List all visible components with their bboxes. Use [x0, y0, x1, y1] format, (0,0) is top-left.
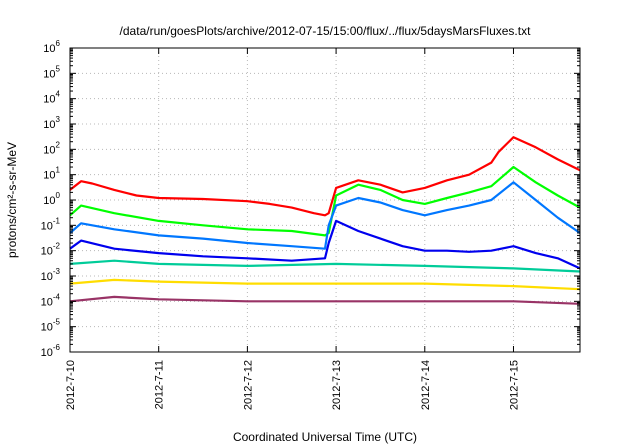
y-tick-label: 100	[43, 191, 60, 207]
series-line	[69, 259, 581, 273]
y-tick-label: 103	[43, 115, 60, 131]
x-tick-label: 2012-7-13	[331, 360, 343, 410]
y-tick-label: 10-2	[41, 242, 61, 258]
series-line	[69, 165, 581, 237]
series-line	[69, 136, 581, 217]
y-tick-label: 10-1	[41, 216, 61, 232]
y-tick-label: 104	[43, 90, 60, 106]
y-tick-label: 10-6	[41, 343, 61, 359]
series-line	[69, 295, 581, 305]
series-line	[69, 181, 581, 250]
y-tick-label: 106	[43, 39, 60, 55]
ticks: 10-6 10-5 10-4 10-3 10-2 10-1 100 101 102 103 104 1…	[41, 39, 580, 410]
series-layer	[69, 136, 581, 305]
x-tick-label: 2012-7-14	[420, 360, 432, 410]
x-axis-label: Coordinated Universal Time (UTC)	[233, 430, 417, 444]
series-line	[69, 278, 581, 291]
series-line	[69, 219, 581, 270]
y-tick-label: 105	[43, 64, 60, 80]
y-axis-label: protons/cm²-s-sr-MeV	[5, 142, 19, 258]
chart-title: /data/run/goesPlots/archive/2012-07-15/1…	[120, 24, 532, 38]
y-tick-label: 10-4	[41, 292, 61, 308]
grid	[70, 48, 580, 352]
x-tick-label: 2012-7-12	[242, 360, 254, 410]
x-tick-label: 2012-7-15	[508, 360, 520, 410]
y-tick-label: 10-3	[41, 267, 61, 283]
y-tick-label: 101	[43, 166, 60, 182]
x-tick-label: 2012-7-11	[154, 360, 166, 409]
y-tick-label: 102	[43, 140, 60, 156]
x-tick-label: 2012-7-10	[65, 360, 77, 410]
y-tick-label: 10-5	[41, 318, 61, 334]
